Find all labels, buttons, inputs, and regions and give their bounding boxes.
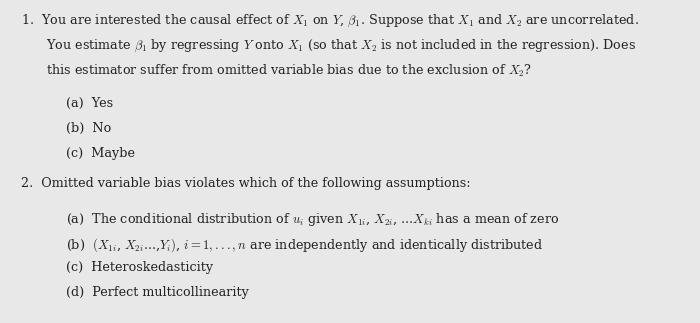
Text: (b)  $(X_{1i}$, $X_{2i}$...,$Y_i)$, $i = 1,...,n$ are independently and identica: (b) $(X_{1i}$, $X_{2i}$...,$Y_i)$, $i = … <box>66 236 544 254</box>
Text: 2.  Omitted variable bias violates which of the following assumptions:: 2. Omitted variable bias violates which … <box>21 177 470 190</box>
Text: (a)  Yes: (a) Yes <box>66 97 113 110</box>
Text: this estimator suffer from omitted variable bias due to the exclusion of $X_2$?: this estimator suffer from omitted varia… <box>46 63 532 79</box>
Text: (a)  The conditional distribution of $u_i$ given $X_{1i}$, $X_{2i}$, ...$X_{ki}$: (a) The conditional distribution of $u_i… <box>66 211 560 228</box>
Text: (b)  No: (b) No <box>66 122 112 135</box>
Text: 1.  You are interested the causal effect of $X_1$ on $Y$, $\beta_1$. Suppose tha: 1. You are interested the causal effect … <box>21 13 639 29</box>
Text: (c)  Maybe: (c) Maybe <box>66 147 136 160</box>
Text: (d)  Perfect multicollinearity: (d) Perfect multicollinearity <box>66 286 249 299</box>
Text: (c)  Heteroskedasticity: (c) Heteroskedasticity <box>66 261 214 274</box>
Text: You estimate $\beta_1$ by regressing $Y$ onto $X_1$ (so that $X_2$ is not includ: You estimate $\beta_1$ by regressing $Y$… <box>46 38 636 54</box>
